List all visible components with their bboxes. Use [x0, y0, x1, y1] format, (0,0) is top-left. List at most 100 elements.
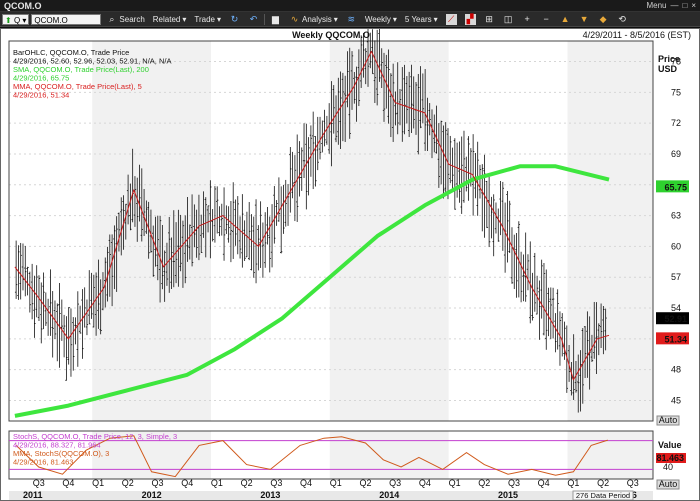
quarter-label: Q2	[478, 478, 490, 488]
trade-menu[interactable]: Trade ▾	[191, 13, 224, 26]
scroll-up-button[interactable]: ▲	[557, 13, 574, 26]
quarter-label: Q1	[211, 478, 223, 488]
quarter-label: Q3	[627, 478, 639, 488]
quarter-label: Q1	[330, 478, 342, 488]
menu-button[interactable]: Menu	[646, 1, 667, 10]
price-tick: 72	[671, 118, 681, 128]
zoom-in-button[interactable]: +	[519, 13, 536, 26]
lower-axis-header: Value	[658, 440, 682, 450]
chevron-down-icon: ▾	[392, 14, 397, 24]
quarter-label: Q2	[241, 478, 253, 488]
zoom-in-icon: +	[524, 13, 530, 24]
data-period-label: 276 Data Period	[576, 491, 630, 500]
related-label: Related	[152, 14, 181, 24]
legend-entry: 4/29/2016, 52.60, 52.96, 52.03, 52.91, N…	[13, 57, 171, 66]
lower-auto-scale-button[interactable]	[656, 479, 680, 490]
price-axis-unit: USD	[658, 64, 678, 74]
year-band	[567, 41, 653, 421]
price-tick: 45	[671, 395, 681, 405]
window-controls: Menu — □ ×	[646, 0, 696, 12]
legend-entry: MMA, QQCOM.O, Trade Price(Last), 5	[13, 82, 142, 91]
legend-entry: SMA, QQCOM.O, Trade Price(Last), 200	[13, 65, 149, 74]
year-band	[567, 431, 653, 479]
price-badge-value: 51.34	[664, 334, 687, 344]
line-chart-icon: ⟋	[445, 13, 457, 25]
auto-scale-button[interactable]	[656, 415, 680, 426]
search-icon: ⌕	[109, 13, 115, 24]
price-axis-header: Price	[658, 54, 680, 64]
price-badge-value: 52.91	[664, 314, 687, 324]
direction-selector[interactable]: ⬆ Q ▾	[2, 13, 30, 25]
range-menu[interactable]: 5 Years ▾	[402, 13, 441, 26]
quarter-label: Q1	[449, 478, 461, 488]
chart-title: Weekly QQCOM.O	[292, 30, 370, 40]
price-badge	[656, 312, 689, 325]
price-chart[interactable]: Weekly QQCOM.O 4/29/2011 - 8/5/2016 (EST)…	[1, 29, 699, 500]
quarter-label: Q2	[359, 478, 371, 488]
search-button[interactable]: ⌕ Search	[103, 13, 147, 26]
expand-button[interactable]: ◆	[595, 13, 612, 26]
folder-button[interactable]: ▆	[267, 13, 284, 26]
quarter-label: Q2	[122, 478, 134, 488]
year-label: 2012	[142, 490, 162, 500]
arrow-up-icon: ▲	[560, 13, 570, 24]
arrow-down-icon: ▼	[579, 13, 589, 24]
price-tick: 48	[671, 365, 681, 375]
quarter-label: Q1	[92, 478, 104, 488]
lower-legend-entry: MMA, StochS(QQCOM.O), 3	[13, 449, 109, 458]
price-tick: 57	[671, 272, 681, 282]
stoch-badge	[656, 453, 686, 463]
line-tool-button[interactable]: ⟋	[443, 13, 460, 26]
lower-tick: 40	[663, 462, 673, 472]
interval-label: Weekly	[364, 14, 391, 24]
maximize-icon[interactable]: □	[682, 1, 688, 10]
year-label: 2011	[23, 490, 43, 500]
fit-button[interactable]: ◫	[500, 13, 517, 26]
ric-input[interactable]: QCOM.O	[31, 13, 102, 25]
price-badge-value: 65.75	[664, 182, 687, 192]
price-tick: 60	[671, 241, 681, 251]
toolbar-divider	[264, 13, 265, 25]
quarter-label: Q4	[181, 478, 193, 488]
price-tick: 75	[671, 87, 681, 97]
instrument-code: Q	[13, 15, 21, 25]
chevron-down-icon: ▾	[216, 14, 221, 24]
quarter-label: Q2	[597, 478, 609, 488]
grid-button[interactable]: ⊞	[481, 13, 498, 26]
analysis-menu[interactable]: ∿ Analysis ▾	[286, 13, 341, 26]
date-range: 4/29/2011 - 8/5/2016 (EST)	[583, 30, 691, 40]
price-tick: 54	[671, 303, 681, 313]
plot-frame	[8, 40, 654, 422]
year-label: 2013	[260, 490, 280, 500]
grid-icon: ⊞	[485, 13, 493, 24]
lower-legend-entry: 4/29/2016, 81.463	[13, 458, 73, 467]
close-icon[interactable]: ×	[691, 1, 696, 10]
chart-style-button[interactable]: ≋	[343, 13, 360, 26]
chevron-down-icon: ▾	[22, 15, 27, 25]
lower-legend-entry: StochS, QQCOM.O, Trade Price, 12, 3, Sim…	[13, 432, 177, 441]
undo-button[interactable]: ↶	[245, 13, 262, 26]
scroll-down-button[interactable]: ▼	[576, 13, 593, 26]
sma-200-line	[14, 164, 610, 418]
minimize-icon[interactable]: —	[670, 1, 679, 10]
mma-5-line	[14, 50, 610, 381]
chevron-down-icon: ▾	[182, 14, 187, 24]
chart-panel[interactable]: Weekly QQCOM.O 4/29/2011 - 8/5/2016 (EST)…	[0, 28, 700, 501]
price-tick: 63	[671, 211, 681, 221]
legend-entry: 4/29/2016, 65.75	[13, 74, 69, 83]
analysis-label: Analysis	[302, 14, 332, 24]
refresh-button[interactable]: ↻	[226, 13, 243, 26]
related-menu[interactable]: Related ▾	[150, 13, 190, 26]
reset-button[interactable]: ⟲	[614, 13, 631, 26]
expand-icon: ◆	[599, 13, 607, 24]
color-tool-button[interactable]: ▞	[462, 13, 479, 26]
lower-auto-scale-label: Auto	[659, 479, 678, 489]
quarter-label: Q1	[567, 478, 579, 488]
wave-icon: ≋	[347, 13, 356, 24]
interval-menu[interactable]: Weekly ▾	[362, 13, 400, 26]
price-badge	[656, 180, 689, 193]
zoom-out-button[interactable]: −	[538, 13, 555, 26]
folder-icon: ▆	[272, 13, 279, 24]
data-period-box[interactable]	[572, 490, 634, 500]
quarter-label: Q3	[389, 478, 401, 488]
